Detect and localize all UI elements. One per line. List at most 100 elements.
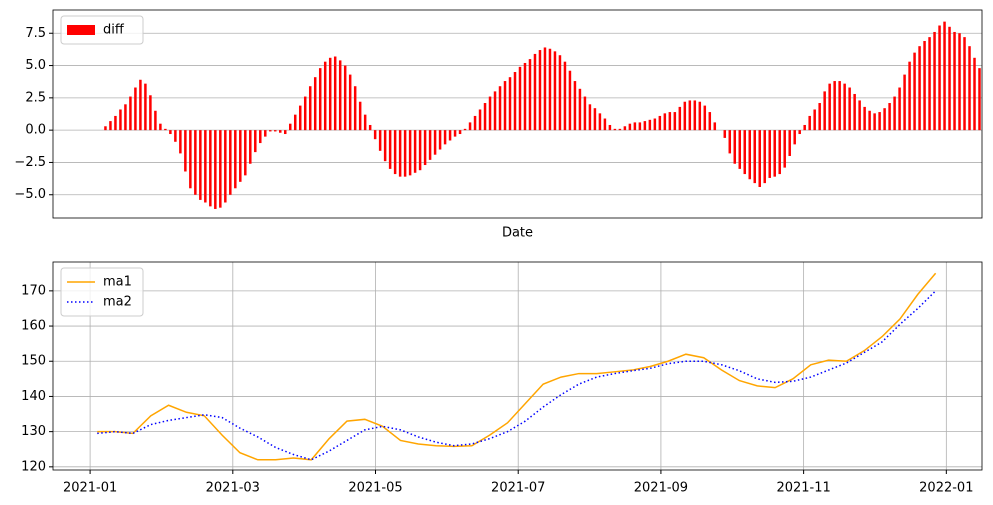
bar <box>753 130 756 184</box>
bar <box>643 121 647 131</box>
bar <box>838 81 841 131</box>
bar <box>703 105 707 131</box>
bar <box>723 130 727 138</box>
bar <box>603 118 607 131</box>
y-tick-label: 130 <box>21 424 46 439</box>
bar <box>918 46 921 131</box>
x-tick-label: 2021-05 <box>348 481 402 496</box>
y-tick-label: 0.0 <box>25 123 46 138</box>
bar <box>778 130 781 175</box>
bar <box>209 130 212 207</box>
bar <box>239 130 242 182</box>
bar <box>129 96 132 131</box>
bar <box>968 46 971 131</box>
bar <box>214 130 217 209</box>
y-tick-label: −5.0 <box>14 187 46 202</box>
bar <box>373 130 377 140</box>
bar <box>768 130 771 178</box>
bar <box>204 130 207 203</box>
bar <box>298 105 302 131</box>
bar <box>179 130 182 154</box>
bar <box>808 115 811 131</box>
bar <box>598 113 602 131</box>
bar <box>244 130 247 176</box>
bar <box>184 130 187 172</box>
bar <box>783 130 786 168</box>
bar <box>119 109 122 131</box>
bar <box>438 130 442 150</box>
bar <box>653 118 657 131</box>
bar <box>688 100 692 131</box>
bar <box>798 130 801 135</box>
bar <box>388 130 392 169</box>
x-tick-label: 2021-01 <box>63 481 117 496</box>
bar <box>453 130 457 137</box>
y-tick-label: 5.0 <box>25 58 46 73</box>
bar <box>403 130 407 177</box>
x-tick-label: 2021-11 <box>776 481 830 496</box>
bar <box>873 113 876 131</box>
bar <box>953 31 956 131</box>
bar <box>868 110 871 131</box>
bar <box>169 130 172 135</box>
axes-frame <box>52 261 983 471</box>
bar <box>219 130 222 208</box>
bar <box>279 130 282 133</box>
bar <box>523 62 527 131</box>
bar <box>898 87 901 131</box>
bar <box>908 61 911 131</box>
x-tick-label: 2022-01 <box>919 481 973 496</box>
bar <box>189 130 192 189</box>
bar <box>958 33 961 131</box>
bar <box>318 68 322 131</box>
bar <box>363 114 367 131</box>
bar <box>618 128 622 131</box>
bar <box>608 124 612 131</box>
bar <box>463 128 467 131</box>
bar <box>733 130 737 164</box>
bar <box>853 93 856 131</box>
bar <box>229 130 232 195</box>
bar <box>428 130 432 160</box>
bar <box>683 101 687 131</box>
bar <box>708 112 712 131</box>
bar <box>788 130 791 156</box>
bar <box>938 25 941 131</box>
bar <box>368 124 372 131</box>
legend-box <box>60 15 144 45</box>
bar <box>418 130 422 171</box>
bar <box>149 95 152 131</box>
bar <box>159 123 162 131</box>
bar <box>433 130 437 155</box>
y-tick-label: 120 <box>21 459 46 474</box>
x-tick-label: 2021-07 <box>491 481 545 496</box>
bar <box>353 86 357 131</box>
legend-box <box>60 267 144 317</box>
bar <box>408 130 412 176</box>
bar <box>823 91 826 131</box>
bar <box>888 103 891 131</box>
y-tick-label: 150 <box>21 354 46 369</box>
bar <box>139 79 142 131</box>
bar <box>858 100 861 131</box>
bar <box>738 130 742 169</box>
bar <box>928 37 931 131</box>
bar <box>553 51 557 131</box>
bar <box>338 60 342 131</box>
bar <box>254 130 257 153</box>
axes-frame <box>52 9 983 219</box>
legend-label: diff <box>103 23 125 38</box>
bar <box>818 103 821 131</box>
bar <box>748 130 751 180</box>
bar <box>923 41 926 131</box>
bar <box>423 130 427 166</box>
x-tick-label: 2021-09 <box>634 481 688 496</box>
bar <box>478 109 482 131</box>
bar <box>648 119 652 131</box>
bar <box>698 101 702 131</box>
bar <box>413 130 417 173</box>
bar <box>658 115 662 131</box>
bar <box>828 83 831 131</box>
bar <box>843 83 846 131</box>
bar <box>623 126 627 131</box>
